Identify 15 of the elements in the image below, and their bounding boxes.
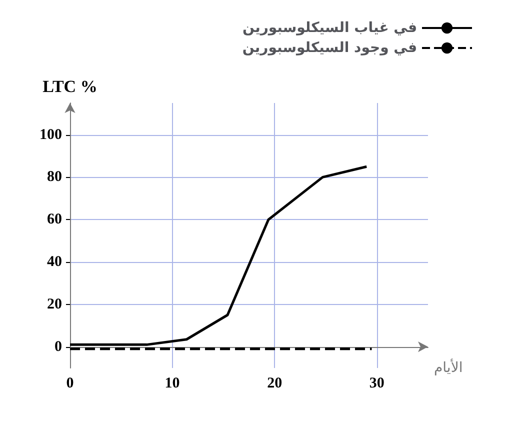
y-tick-label: 80: [47, 169, 62, 186]
x-axis-title: الأيام: [434, 358, 463, 376]
y-tick-label: 60: [47, 212, 62, 228]
line-series: [68, 165, 368, 346]
y-tick-label: 100: [40, 126, 62, 143]
legend-label: في غياب السيكلوسبورين: [242, 20, 417, 36]
y-tick-label: 40: [47, 254, 62, 270]
y-axis-title: LTC %: [42, 77, 98, 96]
x-tick-label: 30: [369, 376, 384, 392]
y-tick-label: 0: [54, 338, 62, 355]
x-tick-label: 10: [164, 376, 180, 392]
y-tick-label: 20: [47, 296, 62, 312]
x-tick-label: 20: [267, 376, 282, 392]
x-tick-label: 0: [66, 376, 74, 392]
legend-label: في وجود السيكلوسبورين: [242, 40, 417, 56]
